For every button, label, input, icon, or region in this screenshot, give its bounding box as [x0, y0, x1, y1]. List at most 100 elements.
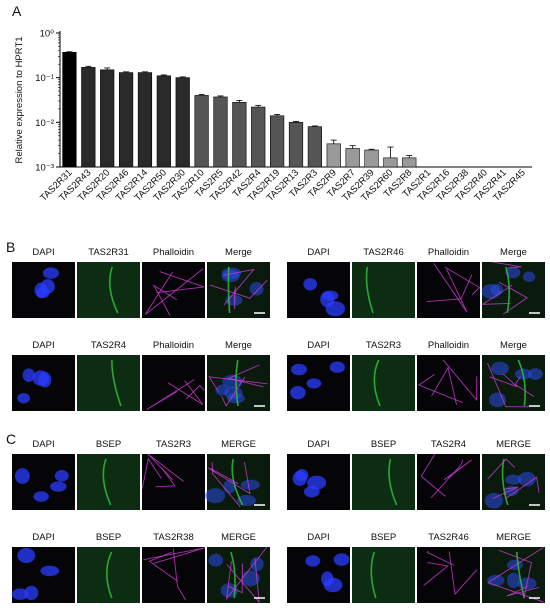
- nucleus: [22, 368, 35, 382]
- filament: [431, 366, 458, 405]
- channel-label: MERGE: [221, 532, 256, 543]
- filament: [417, 373, 464, 404]
- nucleus: [321, 571, 334, 587]
- micrograph: [77, 547, 140, 603]
- filament: [225, 546, 268, 601]
- micrograph: [287, 355, 350, 411]
- channel-label: DAPI: [32, 439, 54, 450]
- image-background: [417, 262, 480, 318]
- bar: [326, 143, 341, 168]
- filament: [423, 561, 449, 586]
- micrograph: [482, 355, 545, 411]
- micrograph: [12, 262, 75, 318]
- bar: [307, 126, 322, 168]
- micrograph: [141, 453, 205, 510]
- channel-label: Phalloidin: [153, 247, 194, 258]
- filament: [234, 286, 236, 309]
- stain-haze: [207, 262, 270, 318]
- micrograph: [417, 355, 480, 411]
- nucleus: [24, 585, 39, 601]
- panel-letter: B: [6, 239, 15, 255]
- nucleus: [527, 368, 543, 381]
- nucleus: [303, 485, 320, 498]
- bar: [364, 149, 379, 168]
- stain-haze: [352, 262, 415, 318]
- channel-label: Phalloidin: [428, 247, 469, 258]
- micrograph: [482, 454, 545, 510]
- micrograph: [482, 546, 545, 603]
- filament: [492, 261, 522, 269]
- stain-haze: [77, 262, 140, 318]
- micrograph: [142, 262, 205, 318]
- channel-label: DAPI: [307, 247, 329, 258]
- micrograph: [417, 547, 480, 603]
- nucleus: [305, 555, 321, 567]
- image-background: [142, 454, 205, 510]
- image-background: [77, 547, 140, 603]
- micrograph: [352, 547, 415, 603]
- panel-letter: A: [12, 3, 22, 19]
- nucleus: [320, 291, 335, 308]
- nucleus: [54, 470, 69, 482]
- stain-haze: [207, 454, 270, 510]
- filament: [144, 268, 204, 315]
- filament: [433, 263, 468, 313]
- bar: [232, 102, 247, 168]
- filament: [228, 563, 243, 594]
- micrograph: [142, 355, 205, 411]
- micrograph: [352, 355, 415, 411]
- filament: [210, 467, 239, 485]
- nucleus: [215, 384, 229, 396]
- image-background: [77, 262, 140, 318]
- nucleus: [329, 361, 345, 373]
- image-background: [417, 355, 480, 411]
- filament: [498, 281, 529, 315]
- nucleus: [50, 481, 67, 492]
- nucleus: [226, 393, 245, 404]
- nucleus: [306, 378, 322, 389]
- bar: [62, 51, 77, 168]
- nucleus: [249, 282, 264, 296]
- filament: [498, 549, 533, 599]
- y-tick-label: 10⁻¹: [35, 73, 54, 84]
- channel-label: TAS2R4: [431, 439, 466, 450]
- nucleus: [38, 372, 52, 388]
- stain: [373, 359, 381, 407]
- nucleus: [518, 471, 536, 487]
- nucleus: [17, 393, 30, 404]
- stain: [388, 458, 398, 506]
- channel-label: BSEP: [96, 532, 121, 543]
- micrograph: [287, 454, 350, 510]
- bar: [81, 67, 96, 168]
- stain-haze: [482, 547, 545, 603]
- micrograph: [480, 261, 545, 318]
- channel-label: TAS2R4: [91, 340, 126, 351]
- image-background: [417, 454, 480, 510]
- channel-label: DAPI: [32, 532, 54, 543]
- nucleus: [505, 266, 521, 279]
- filament: [487, 546, 544, 603]
- filament: [207, 461, 251, 495]
- stain: [505, 266, 510, 314]
- filament: [426, 274, 473, 303]
- stain-haze: [352, 355, 415, 411]
- micrograph: [142, 547, 206, 603]
- filament: [505, 476, 540, 499]
- nucleus: [240, 479, 260, 490]
- channel-label: BSEP: [371, 439, 396, 450]
- micrograph: [287, 547, 350, 603]
- channel-label: BSEP: [96, 439, 121, 450]
- channel-label: MERGE: [496, 439, 531, 450]
- nucleus: [222, 374, 243, 389]
- filament: [147, 453, 184, 482]
- stain: [370, 551, 377, 599]
- micrograph: [352, 262, 415, 318]
- bar: [156, 75, 171, 168]
- bar: [175, 77, 190, 168]
- filament: [155, 467, 176, 488]
- filament: [506, 586, 540, 597]
- micrograph: [352, 454, 415, 510]
- bar: [213, 96, 228, 168]
- stain: [111, 359, 122, 407]
- filament: [208, 376, 268, 393]
